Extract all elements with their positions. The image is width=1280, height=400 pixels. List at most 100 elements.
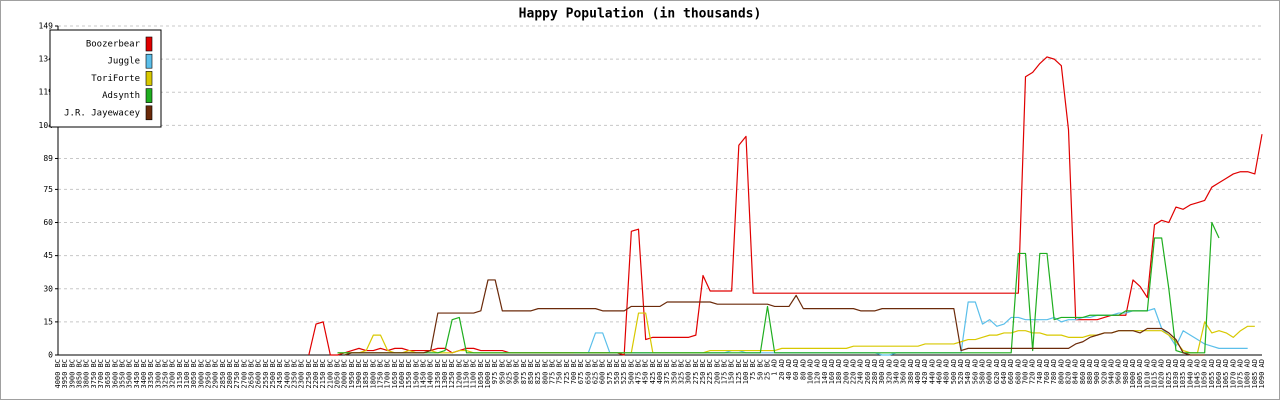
x-tick-label: 3800 BC	[83, 359, 91, 389]
x-tick-label: 1450 BC	[420, 359, 428, 389]
x-tick-label: 175 BC	[721, 359, 729, 384]
x-tick-label: 1 AD	[771, 359, 779, 376]
x-tick-label: 1400 BC	[427, 359, 435, 389]
x-tick-label: 20 AD	[778, 359, 786, 380]
x-tick-label: 3650 BC	[104, 359, 112, 389]
x-tick-label: 220 AD	[850, 359, 858, 384]
x-tick-label: 620 AD	[993, 359, 1001, 384]
x-tick-label: 50 BC	[756, 359, 764, 380]
x-tick-label: 2000 BC	[341, 359, 349, 389]
x-tick-label: 750 BC	[556, 359, 564, 384]
plot-area	[58, 26, 1262, 355]
y-tick-label: 119	[39, 88, 54, 97]
x-tick-label: 2600 BC	[255, 359, 263, 389]
x-tick-label: 400 BC	[656, 359, 664, 384]
x-tick-label: 75 BC	[749, 359, 757, 380]
x-tick-label: 2450 BC	[276, 359, 284, 389]
x-tick-label: 1700 BC	[384, 359, 392, 389]
x-tick-label: 260 AD	[864, 359, 872, 384]
x-tick-label: 200 AD	[842, 359, 850, 384]
x-tick-label: 650 BC	[584, 359, 592, 384]
x-tick-label: 1030 AD	[1172, 359, 1180, 389]
x-tick-label: 3500 BC	[126, 359, 134, 389]
x-tick-label: 350 BC	[670, 359, 678, 384]
x-tick-label: 460 AD	[936, 359, 944, 384]
series-line	[344, 279, 1205, 356]
x-tick-label: 1250 BC	[448, 359, 456, 389]
legend-label: Juggle	[107, 57, 140, 67]
x-tick-label: 550 BC	[613, 359, 621, 384]
x-tick-label: 2400 BC	[283, 359, 291, 389]
x-tick-label: 925 BC	[506, 359, 514, 384]
x-tick-label: 1045 AD	[1194, 359, 1202, 389]
legend-box	[49, 29, 162, 128]
x-tick-label: 2850 BC	[219, 359, 227, 389]
x-tick-label: 1080 AD	[1244, 359, 1252, 389]
x-tick-label: 1100 BC	[470, 359, 478, 389]
x-tick-label: 700 BC	[570, 359, 578, 384]
y-tick-label: 60	[43, 218, 53, 227]
x-tick-label: 3000 BC	[197, 359, 205, 389]
x-tick-label: 525 BC	[620, 359, 628, 384]
x-tick-label: 1350 BC	[434, 359, 442, 389]
x-tick-label: 1085 AD	[1251, 359, 1259, 389]
x-tick-label: 2750 BC	[233, 359, 241, 389]
legend-swatch	[145, 88, 153, 103]
x-tick-label: 1000 BC	[484, 359, 492, 389]
x-tick-label: 325 BC	[678, 359, 686, 384]
x-tick-label: 3100 BC	[183, 359, 191, 389]
legend-swatch	[145, 36, 153, 52]
x-tick-label: 320 AD	[885, 359, 893, 384]
x-tick-label: 380 AD	[907, 359, 915, 384]
x-tick-label: 740 AD	[1036, 359, 1044, 384]
x-tick-label: 560 AD	[971, 359, 979, 384]
x-tick-label: 3750 BC	[90, 359, 98, 389]
x-tick-label: 1060 AD	[1215, 359, 1223, 389]
x-tick-label: 3400 BC	[140, 359, 148, 389]
legend-label: J.R. Jayewacey	[64, 108, 140, 118]
x-tick-label: 2950 BC	[205, 359, 213, 389]
x-tick-label: 1075 AD	[1237, 359, 1245, 389]
x-tick-label: 3300 BC	[154, 359, 162, 389]
x-tick-label: 2250 BC	[305, 359, 313, 389]
x-tick-label: 1550 BC	[405, 359, 413, 389]
x-tick-label: 1150 BC	[463, 359, 471, 389]
x-tick-label: 140 AD	[821, 359, 829, 384]
x-tick-label: 100 BC	[742, 359, 750, 384]
x-tick-label: 280 AD	[871, 359, 879, 384]
x-tick-label: 1020 AD	[1158, 359, 1166, 389]
x-tick-label: 440 AD	[928, 359, 936, 384]
x-tick-label: 450 BC	[642, 359, 650, 384]
y-tick-label: 0	[48, 351, 53, 360]
x-tick-label: 2550 BC	[262, 359, 270, 389]
x-tick-label: 580 AD	[979, 359, 987, 384]
x-tick-label: 1050 AD	[1201, 359, 1209, 389]
x-tick-label: 1050 BC	[477, 359, 485, 389]
x-tick-label: 975 BC	[491, 359, 499, 384]
x-tick-label: 3600 BC	[111, 359, 119, 389]
x-tick-label: 1650 BC	[391, 359, 399, 389]
x-tick-label: 1070 AD	[1229, 359, 1237, 389]
x-tick-label: 3850 BC	[76, 359, 84, 389]
x-tick-label: 775 BC	[549, 359, 557, 384]
x-tick-label: 980 AD	[1122, 359, 1130, 384]
x-tick-label: 1065 AD	[1222, 359, 1230, 389]
x-tick-label: 2300 BC	[298, 359, 306, 389]
y-tick-label: 149	[39, 22, 54, 31]
x-tick-label: 3250 BC	[162, 359, 170, 389]
y-tick-label: 134	[39, 55, 54, 64]
x-tick-label: 120 AD	[814, 359, 822, 384]
x-tick-label: 900 BC	[513, 359, 521, 384]
x-tick-label: 540 AD	[964, 359, 972, 384]
x-tick-label: 25 BC	[764, 359, 772, 380]
x-tick-label: 250 BC	[699, 359, 707, 384]
x-tick-label: 1300 BC	[441, 359, 449, 389]
x-tick-label: 680 AD	[1014, 359, 1022, 384]
x-tick-label: 150 BC	[728, 359, 736, 384]
x-tick-label: 300 AD	[878, 359, 886, 384]
x-tick-label: 2800 BC	[226, 359, 234, 389]
legend-swatch	[145, 105, 153, 121]
x-tick-label: 640 AD	[1000, 359, 1008, 384]
